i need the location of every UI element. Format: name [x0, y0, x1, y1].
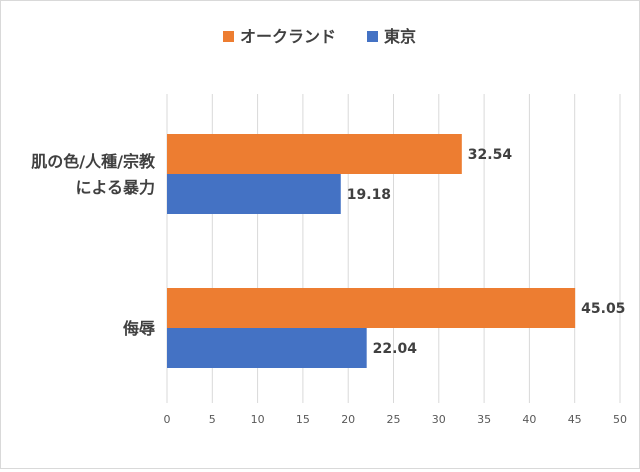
x-tick-label-0: 0	[164, 413, 171, 426]
legend-label-tokyo: 東京	[384, 27, 416, 46]
x-axis-ticks: 0 5 10 15 20 25 30 35 40 45 50	[164, 413, 628, 426]
x-tick-label-5: 5	[209, 413, 216, 426]
legend-swatch-tokyo	[367, 31, 378, 42]
x-tick-label-35: 35	[477, 413, 491, 426]
x-tick-label-15: 15	[296, 413, 310, 426]
legend-label-auckland: オークランド	[240, 27, 336, 46]
x-tick-label-45: 45	[568, 413, 582, 426]
x-tick-label-30: 30	[432, 413, 446, 426]
category-label-1-0: 侮辱	[123, 319, 155, 338]
bar-tokyo-0	[167, 174, 341, 214]
x-tick-label-50: 50	[613, 413, 627, 426]
category-label-0-1: による暴力	[75, 178, 155, 197]
x-tick-label-20: 20	[341, 413, 355, 426]
data-label-tokyo-0: 19.18	[347, 187, 391, 203]
bars	[167, 134, 576, 368]
data-label-tokyo-1: 22.04	[373, 341, 418, 357]
data-labels: 32.54 19.18 45.05 22.04	[347, 147, 626, 357]
bar-auckland-1	[167, 288, 576, 328]
x-tick-label-10: 10	[251, 413, 265, 426]
bar-tokyo-1	[167, 328, 367, 368]
data-label-auckland-1: 45.05	[581, 301, 625, 317]
legend-swatch-auckland	[223, 31, 234, 42]
legend: オークランド 東京	[223, 27, 416, 46]
x-tick-label-25: 25	[387, 413, 401, 426]
data-label-auckland-0: 32.54	[468, 147, 513, 163]
x-tick-label-40: 40	[522, 413, 536, 426]
category-label-0-0: 肌の色/人種/宗教	[31, 152, 156, 171]
bar-auckland-0	[167, 134, 462, 174]
